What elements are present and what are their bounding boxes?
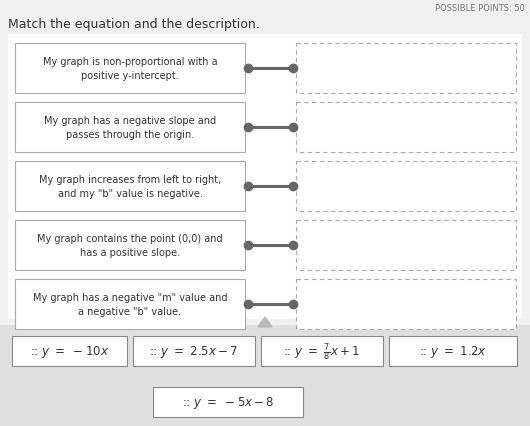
Bar — [153, 387, 303, 417]
Text: POSSIBLE POINTS: 50: POSSIBLE POINTS: 50 — [435, 4, 525, 13]
Bar — [12, 336, 127, 366]
Bar — [15, 44, 245, 94]
Bar — [15, 279, 245, 329]
Text: :: $y\ =\ \frac{7}{8}x+1$: :: $y\ =\ \frac{7}{8}x+1$ — [284, 340, 360, 362]
Text: :: $y\ =\ 2.5x-7$: :: $y\ =\ 2.5x-7$ — [149, 343, 238, 359]
Text: :: $y\ =\ -5x-8$: :: $y\ =\ -5x-8$ — [182, 394, 274, 410]
Bar — [296, 279, 516, 329]
Text: My graph contains the point (0,0) and
has a positive slope.: My graph contains the point (0,0) and ha… — [37, 234, 223, 257]
Text: My graph has a negative slope and
passes through the origin.: My graph has a negative slope and passes… — [44, 116, 216, 139]
Text: My graph has a negative "m" value and
a negative "b" value.: My graph has a negative "m" value and a … — [33, 293, 227, 316]
Bar — [296, 221, 516, 271]
Text: My graph is non-proportional with a
positive y-intercept.: My graph is non-proportional with a posi… — [43, 57, 217, 81]
Text: My graph increases from left to right,
and my "b" value is negative.: My graph increases from left to right, a… — [39, 175, 221, 198]
Polygon shape — [258, 317, 272, 327]
Bar — [15, 103, 245, 153]
Bar — [8, 35, 522, 319]
Bar — [389, 336, 517, 366]
Bar — [261, 336, 383, 366]
Text: :: $y\ =\ 1.2x$: :: $y\ =\ 1.2x$ — [419, 343, 487, 359]
Text: :: $y\ =\ -10x$: :: $y\ =\ -10x$ — [30, 343, 109, 359]
Bar — [296, 103, 516, 153]
Bar — [15, 221, 245, 271]
Bar — [296, 44, 516, 94]
Bar — [133, 336, 255, 366]
Bar — [15, 161, 245, 211]
Bar — [296, 161, 516, 211]
Text: Match the equation and the description.: Match the equation and the description. — [8, 18, 260, 31]
Bar — [0, 325, 530, 426]
